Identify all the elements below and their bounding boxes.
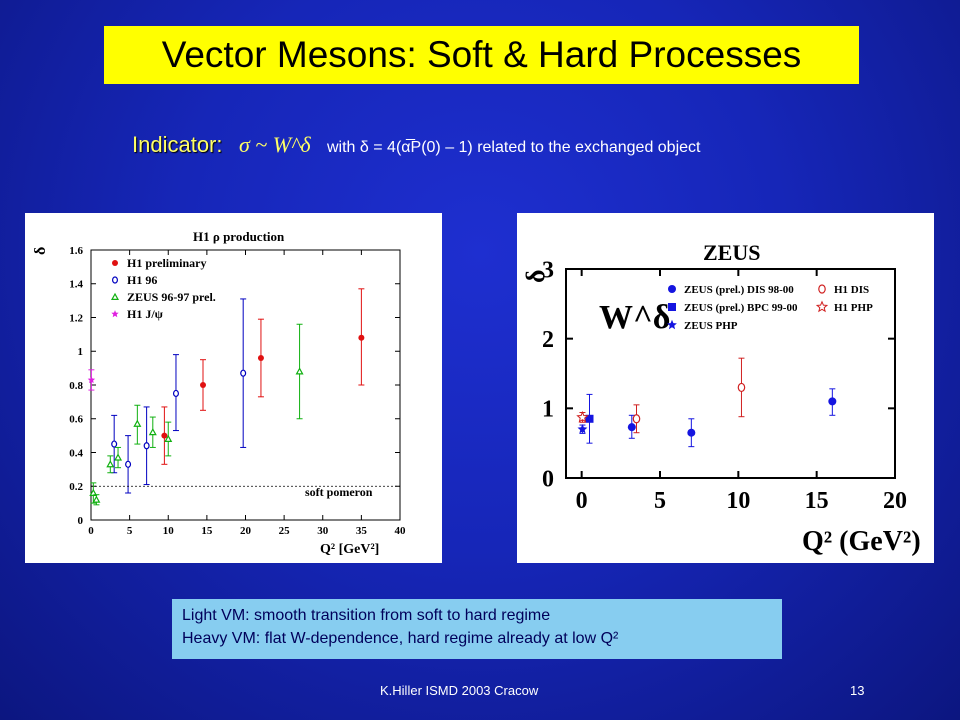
h1-rho-plot: 0 5 10 15 20 25 30 35 40 0 0.2 0.4 0.6 0.8 1 1.2 1.4 1.6 s… bbox=[25, 213, 442, 563]
data-point bbox=[358, 334, 365, 341]
legend-marker bbox=[112, 260, 118, 266]
data-point bbox=[632, 414, 641, 424]
x-tick-label: 40 bbox=[395, 525, 407, 537]
data-point bbox=[111, 440, 118, 448]
legend-marker bbox=[110, 292, 120, 301]
conclusion-light-vm: Light VM: smooth transition from soft to… bbox=[182, 607, 551, 624]
legend-marker bbox=[668, 285, 676, 293]
x-tick-label: 0 bbox=[576, 488, 588, 514]
h1-rho-plot-svg: 0 5 10 15 20 25 30 35 40 0 0.2 0.4 0.6 0.8 1 1.2 1.4 1.6 s… bbox=[32, 229, 407, 557]
legend-marker bbox=[111, 276, 118, 284]
legend-marker bbox=[667, 319, 677, 330]
plot-title: ZEUS bbox=[703, 240, 760, 265]
title-box: Vector Mesons: Soft & Hard Processes bbox=[104, 26, 859, 84]
data-point bbox=[106, 460, 115, 468]
soft-pomeron-label: soft pomeron bbox=[305, 485, 373, 499]
data-point bbox=[114, 453, 123, 461]
x-tick-label: 10 bbox=[163, 525, 175, 537]
x-tick-label: 5 bbox=[127, 525, 133, 537]
x-tick-label: 30 bbox=[317, 525, 329, 537]
y-tick-label: 3 bbox=[542, 257, 554, 283]
x-tick-label: 0 bbox=[88, 525, 94, 537]
legend-marker bbox=[815, 300, 829, 313]
x-tick-label: 20 bbox=[240, 525, 252, 537]
data-point bbox=[295, 367, 304, 375]
data-point bbox=[737, 382, 746, 393]
footer-author: K.Hiller ISMD 2003 Cracow bbox=[380, 683, 539, 698]
y-tick-label: 1.4 bbox=[69, 279, 83, 291]
legend-label: H1 preliminary bbox=[127, 256, 206, 270]
legend-marker bbox=[668, 303, 676, 311]
y-tick-label: 1 bbox=[78, 346, 84, 358]
data-point bbox=[687, 428, 696, 437]
zeus-plot: 0 5 10 15 20 0 1 2 3 ZEUS Q² (GeV²) δ W^δ ZEUS (prel.… bbox=[517, 213, 934, 563]
legend-marker bbox=[818, 284, 826, 294]
y-tick-label: 1.6 bbox=[69, 245, 83, 257]
data-point bbox=[240, 369, 247, 377]
x-tick-label: 10 bbox=[726, 488, 750, 514]
data-point bbox=[257, 355, 264, 361]
y-tick-label: 1 bbox=[542, 397, 554, 423]
data-point bbox=[172, 389, 179, 398]
legend-label: ZEUS PHP bbox=[684, 320, 738, 332]
y-tick-label: 0 bbox=[542, 466, 554, 492]
data-point bbox=[200, 382, 207, 388]
data-point bbox=[161, 432, 168, 439]
legend-label: H1 PHP bbox=[834, 302, 873, 314]
plot-frame bbox=[565, 268, 896, 479]
data-point bbox=[585, 414, 594, 423]
y-tick-label: 0.2 bbox=[69, 481, 83, 493]
data-point bbox=[576, 410, 589, 423]
data-point bbox=[143, 442, 150, 450]
x-tick-label: 5 bbox=[654, 488, 666, 514]
x-axis-label: Q² (GeV²) bbox=[802, 526, 921, 557]
y-tick-label: 1.2 bbox=[69, 312, 83, 324]
y-axis-label: δ bbox=[32, 247, 49, 255]
indicator-label: Indicator: bbox=[132, 132, 223, 157]
data-point bbox=[828, 397, 837, 406]
legend-label: ZEUS (prel.) BPC 99-00 bbox=[684, 302, 798, 314]
data-point bbox=[125, 460, 132, 468]
zeus-plot-svg: 0 5 10 15 20 0 1 2 3 ZEUS Q² (GeV²) δ W^δ ZEUS (prel.… bbox=[521, 240, 921, 557]
y-tick-label: 2 bbox=[542, 327, 554, 353]
legend-label: ZEUS (prel.) DIS 98-00 bbox=[684, 284, 794, 296]
indicator-formula: σ ~ W^δ bbox=[238, 132, 311, 157]
x-tick-label: 25 bbox=[279, 525, 291, 537]
data-point bbox=[92, 495, 101, 503]
y-tick-label: 0 bbox=[78, 515, 84, 527]
data-point bbox=[89, 488, 98, 496]
x-tick-label: 15 bbox=[805, 488, 829, 514]
legend-label: ZEUS 96-97 prel. bbox=[127, 290, 216, 304]
y-tick-label: 0.6 bbox=[69, 414, 83, 426]
data-point bbox=[627, 423, 636, 432]
data-point bbox=[164, 434, 173, 442]
y-axis-label: δ bbox=[521, 270, 550, 284]
data-point bbox=[133, 419, 142, 427]
data-point bbox=[87, 376, 96, 384]
data-point bbox=[577, 424, 588, 434]
y-tick-label: 0.4 bbox=[69, 447, 83, 459]
conclusion-heavy-vm: Heavy VM: flat W-dependence, hard regime… bbox=[182, 630, 619, 647]
indicator-line: Indicator: σ ~ W^δ with δ = 4(α̅P(0) – 1… bbox=[132, 132, 700, 158]
x-tick-label: 15 bbox=[201, 525, 213, 537]
plot-title: H1 ρ production bbox=[193, 229, 285, 244]
legend-marker bbox=[111, 310, 119, 318]
slide-title: Vector Mesons: Soft & Hard Processes bbox=[161, 34, 802, 75]
y-tick-label: 0.8 bbox=[69, 380, 83, 392]
indicator-text: with δ = 4(α̅P(0) – 1) related to the ex… bbox=[327, 139, 701, 156]
legend-label: H1 96 bbox=[127, 273, 157, 287]
data-point bbox=[148, 428, 157, 436]
x-tick-label: 35 bbox=[356, 525, 368, 537]
x-axis-label: Q² [GeV²] bbox=[320, 542, 379, 557]
x-tick-label: 20 bbox=[883, 488, 907, 514]
w-delta-annotation: W^δ bbox=[599, 299, 670, 336]
legend-label: H1 J/ψ bbox=[127, 307, 164, 321]
slide-number: 13 bbox=[850, 683, 865, 698]
conclusion-box: Light VM: smooth transition from soft to… bbox=[172, 599, 782, 659]
legend-label: H1 DIS bbox=[834, 284, 869, 296]
